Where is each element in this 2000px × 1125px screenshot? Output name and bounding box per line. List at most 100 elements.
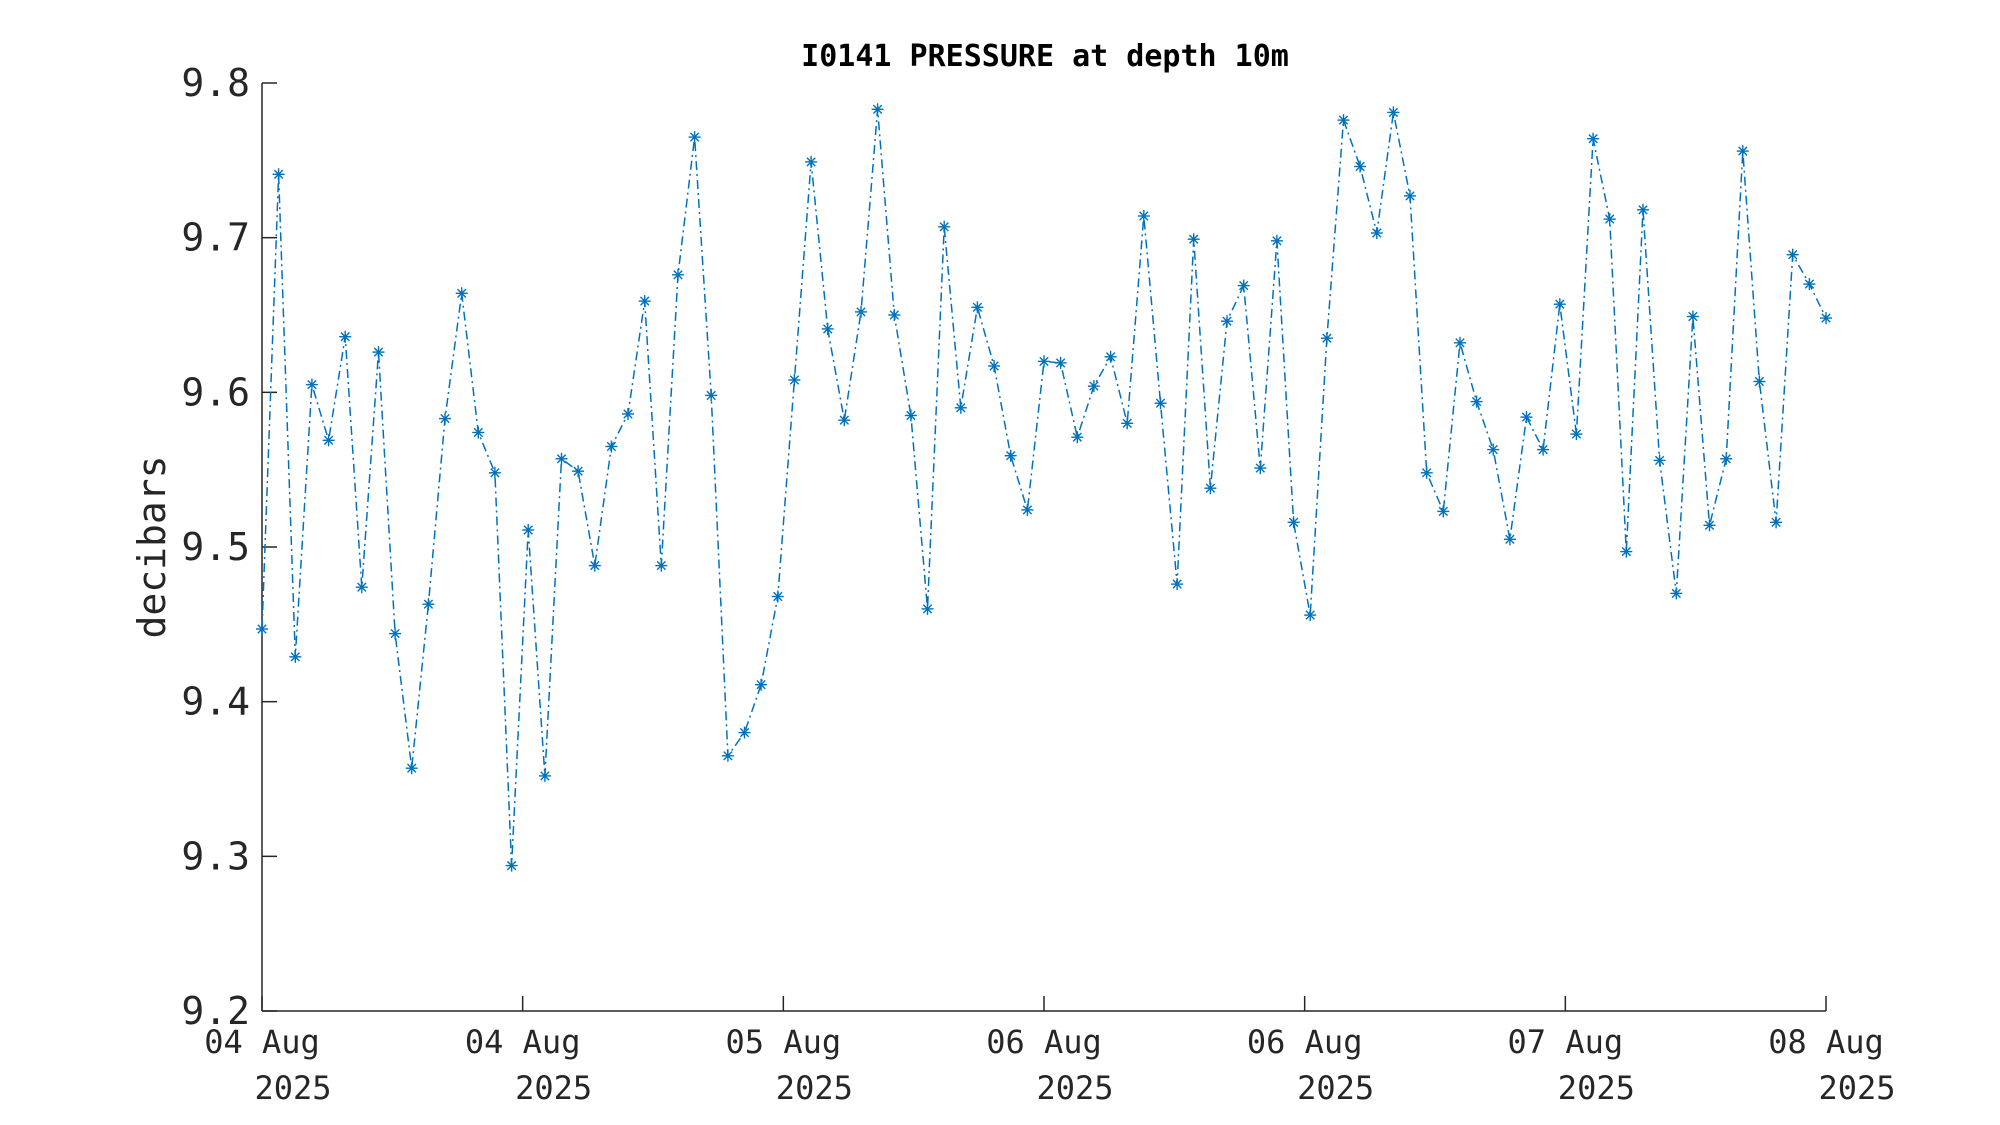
data-point	[1686, 310, 1699, 323]
data-point	[1537, 443, 1550, 456]
y-axis-label: decibars	[130, 455, 174, 638]
data-point	[439, 412, 451, 425]
data-point	[738, 726, 751, 739]
x-tick-label-date: 05 Aug	[726, 1023, 842, 1061]
data-point	[1620, 545, 1633, 558]
data-point	[1670, 587, 1683, 600]
data-point	[771, 590, 784, 603]
chart-title: I0141 PRESSURE at depth 10m	[801, 39, 1289, 74]
data-point	[1154, 397, 1167, 410]
data-point	[1270, 234, 1283, 247]
data-point	[1470, 395, 1483, 408]
data-point	[1653, 454, 1666, 467]
data-point	[1454, 336, 1466, 349]
data-point	[355, 581, 368, 594]
data-point	[1254, 462, 1267, 475]
data-point	[522, 524, 535, 536]
data-point	[1437, 505, 1450, 518]
data-point	[1354, 160, 1367, 173]
data-point	[1404, 189, 1416, 202]
data-point	[672, 268, 684, 281]
data-point	[372, 346, 385, 359]
x-tick-label-year: 2025	[1558, 1069, 1635, 1107]
data-point	[1021, 503, 1034, 516]
data-point	[1320, 332, 1333, 345]
data-point	[688, 131, 701, 144]
data-point	[1553, 298, 1566, 311]
data-point	[1337, 114, 1350, 127]
data-point	[472, 426, 485, 439]
data-point	[855, 305, 867, 318]
data-point	[1603, 213, 1616, 226]
data-point	[389, 627, 402, 640]
data-point	[605, 440, 618, 453]
data-point	[1287, 516, 1300, 529]
data-point	[289, 650, 302, 663]
data-point	[588, 559, 601, 572]
data-point	[1736, 145, 1749, 158]
data-point	[256, 623, 268, 635]
data-point	[1104, 350, 1117, 363]
x-tick-label-year: 2025	[1818, 1069, 1895, 1107]
data-point	[921, 602, 934, 615]
data-point	[1171, 578, 1184, 591]
data-point	[1087, 380, 1100, 393]
data-point	[455, 287, 468, 300]
data-point	[871, 103, 884, 116]
axes: 9.2 9.3 9.4 9.5 9.6 9.7 9.8 04 Aug 2025 04 Aug 202…	[181, 61, 1895, 1107]
x-tick-label-year: 2025	[1036, 1069, 1113, 1107]
x-tick-label-date: 08 Aug	[1768, 1023, 1884, 1061]
series-layer	[256, 103, 1832, 872]
y-tick-label: 9.8	[181, 61, 250, 105]
data-point	[938, 220, 951, 233]
data-point	[888, 309, 901, 321]
x-tick-label-year: 2025	[515, 1069, 592, 1107]
data-point	[971, 301, 984, 314]
x-tick-label-date: 06 Aug	[986, 1023, 1102, 1061]
data-point	[1820, 312, 1832, 325]
data-point	[1753, 375, 1766, 388]
data-point	[322, 434, 335, 447]
data-point	[821, 322, 834, 335]
data-point	[1770, 516, 1783, 529]
data-point	[1304, 609, 1317, 622]
data-point	[1570, 428, 1583, 441]
data-point	[1121, 417, 1134, 430]
x-tick-label-year: 2025	[776, 1069, 853, 1107]
data-point	[838, 414, 851, 427]
data-point	[1387, 106, 1400, 119]
data-point	[1237, 279, 1250, 292]
data-point	[538, 769, 551, 782]
x-tick-label-date: 04 Aug	[204, 1023, 320, 1061]
data-point	[1637, 203, 1649, 216]
data-point	[405, 762, 418, 775]
data-point	[622, 408, 634, 420]
data-point	[1703, 519, 1716, 532]
x-tick-label-year: 2025	[254, 1069, 331, 1107]
data-point	[422, 598, 435, 611]
data-point	[272, 168, 285, 181]
data-point	[1520, 411, 1533, 424]
x-tick-label-year: 2025	[1297, 1069, 1374, 1107]
data-point	[1420, 466, 1433, 479]
y-tick-label: 9.7	[181, 216, 250, 260]
y-tick-label: 9.6	[181, 370, 250, 414]
data-point	[705, 389, 718, 402]
data-point	[805, 155, 818, 168]
data-point	[1370, 227, 1383, 239]
data-point	[488, 466, 501, 479]
y-tick-label: 9.3	[181, 834, 250, 878]
data-point	[1038, 355, 1050, 368]
data-point	[1187, 233, 1200, 246]
data-point	[1071, 431, 1084, 444]
data-point	[638, 295, 651, 308]
data-point	[1786, 248, 1799, 261]
data-point	[1204, 482, 1217, 495]
y-tick-label: 9.2	[181, 989, 250, 1033]
data-point	[339, 330, 352, 343]
data-point	[505, 859, 518, 872]
data-point	[1503, 533, 1516, 546]
data-point	[1587, 132, 1600, 145]
